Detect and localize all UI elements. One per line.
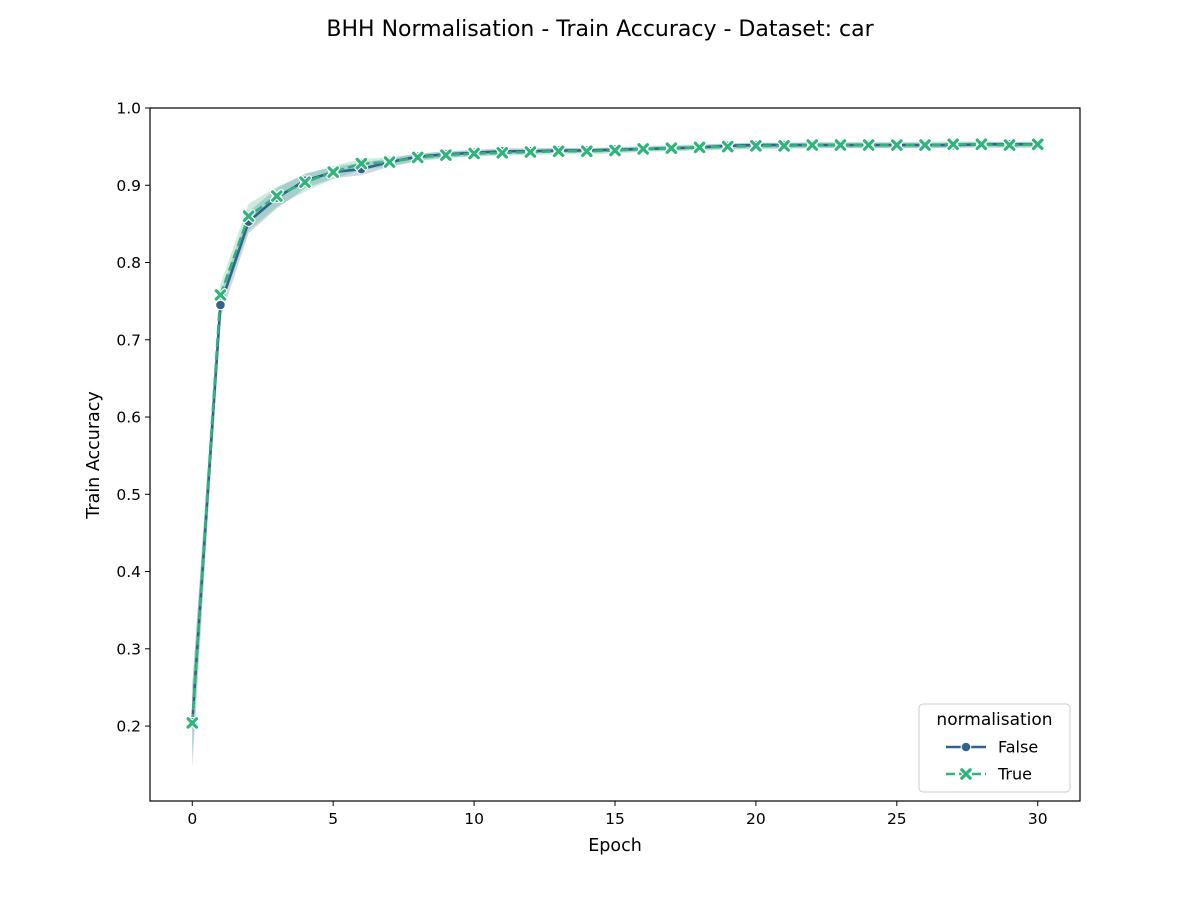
marker-true <box>241 209 256 224</box>
marker-true <box>185 716 200 730</box>
x-tick-label: 0 <box>187 810 197 828</box>
marker-true <box>974 137 989 152</box>
marker-true-stroke-b <box>665 142 678 154</box>
marker-true-stroke-b <box>919 139 931 151</box>
legend-marker-true <box>959 767 973 781</box>
y-axis-ticks: 0.2 0.3 0.4 0.5 0.6 0.7 0.8 0.9 1.0 <box>116 100 150 736</box>
marker-true-stroke-b <box>242 210 255 222</box>
x-tick-label: 20 <box>746 810 766 828</box>
marker-true <box>889 138 904 153</box>
marker-true-stroke-b <box>214 289 227 301</box>
y-tick-label: 0.6 <box>116 409 141 427</box>
marker-true <box>523 145 538 159</box>
marker-true-stroke-b <box>975 138 988 151</box>
marker-true-stroke-b <box>271 190 283 202</box>
marker-true <box>692 140 707 155</box>
legend: normalisation False True <box>918 703 1071 793</box>
marker-true <box>382 155 397 170</box>
marker-true-stroke-b <box>806 139 819 151</box>
legend-label-false: False <box>998 738 1038 757</box>
marker-true-stroke-b <box>186 717 199 729</box>
marker-true-stroke-b <box>693 141 706 154</box>
marker-true-stroke-b <box>440 149 452 161</box>
marker-true <box>213 288 228 302</box>
x-axis-label: Epoch <box>588 836 642 856</box>
marker-true <box>748 138 763 153</box>
marker-true-stroke-b <box>552 145 565 158</box>
marker-true-stroke-b <box>721 140 734 153</box>
marker-true <box>777 138 792 153</box>
y-tick-label: 0.4 <box>116 563 141 581</box>
marker-true <box>298 175 312 190</box>
x-tick-label: 10 <box>464 810 484 828</box>
y-tick-label: 0.3 <box>116 640 141 658</box>
marker-true <box>326 165 341 180</box>
marker-true <box>946 137 961 152</box>
legend-box <box>918 703 1071 793</box>
marker-true <box>551 144 566 159</box>
marker-true <box>861 138 876 153</box>
chart-title: BHH Normalisation - Train Accuracy - Dat… <box>326 17 874 42</box>
legend-marker-true-stroke-b <box>960 768 972 780</box>
marker-false <box>215 299 226 311</box>
plot-area <box>149 107 1081 802</box>
marker-true <box>467 146 482 161</box>
marker-true-stroke-b <box>496 147 509 159</box>
marker-true <box>1030 137 1045 152</box>
marker-true <box>918 138 932 153</box>
x-axis-ticks: 0 5 10 15 20 25 30 <box>187 801 1048 828</box>
y-tick-label: 0.2 <box>116 718 141 736</box>
marker-true <box>579 144 594 159</box>
legend-items: False True <box>946 738 1038 784</box>
x-tick-label: 5 <box>328 810 338 828</box>
marker-true-stroke-b <box>891 139 903 151</box>
marker-true-stroke-b <box>834 139 847 151</box>
y-axis-label: Train Accuracy <box>84 391 104 519</box>
y-tick-label: 0.9 <box>116 177 141 195</box>
legend-label-true: True <box>997 765 1032 784</box>
marker-true-stroke-b <box>1003 139 1016 151</box>
marker-true <box>410 150 425 165</box>
marker-true-stroke-b <box>609 144 621 157</box>
marker-true-stroke-b <box>862 139 875 151</box>
marker-true <box>354 156 369 171</box>
marker-true <box>664 141 679 156</box>
marker-true-stroke-b <box>581 145 593 158</box>
y-tick-label: 0.7 <box>116 331 141 349</box>
marker-true <box>495 145 510 160</box>
y-tick-label: 0.8 <box>116 254 141 272</box>
marker-true <box>720 139 735 154</box>
marker-true-stroke-b <box>327 166 339 178</box>
series-markers <box>185 137 1045 730</box>
marker-true <box>805 138 820 153</box>
marker-true <box>833 138 848 153</box>
marker-true-stroke-b <box>524 146 537 158</box>
marker-true <box>269 189 284 204</box>
x-tick-label: 25 <box>887 810 907 828</box>
marker-true-stroke-b <box>750 140 762 152</box>
marker-true-stroke-b <box>1031 138 1044 151</box>
marker-true <box>636 141 651 156</box>
x-tick-label: 30 <box>1028 810 1048 828</box>
marker-true-stroke-b <box>637 143 649 155</box>
legend-title: normalisation <box>936 710 1052 730</box>
y-tick-label: 0.5 <box>116 486 141 504</box>
marker-true-stroke-b <box>355 157 368 170</box>
x-tick-label: 15 <box>605 810 625 828</box>
marker-true <box>1002 138 1017 153</box>
marker-true-stroke-b <box>947 138 959 151</box>
band-false <box>192 141 1038 769</box>
marker-true-stroke-b <box>468 147 480 160</box>
marker-true <box>608 143 622 158</box>
y-tick-label: 1.0 <box>116 100 141 118</box>
marker-true-stroke-b <box>299 176 311 188</box>
marker-true-stroke-b <box>411 151 424 164</box>
marker-true-stroke-b <box>778 140 790 152</box>
marker-true <box>438 148 453 163</box>
marker-true-stroke-b <box>383 156 396 168</box>
legend-marker-false <box>960 741 972 753</box>
